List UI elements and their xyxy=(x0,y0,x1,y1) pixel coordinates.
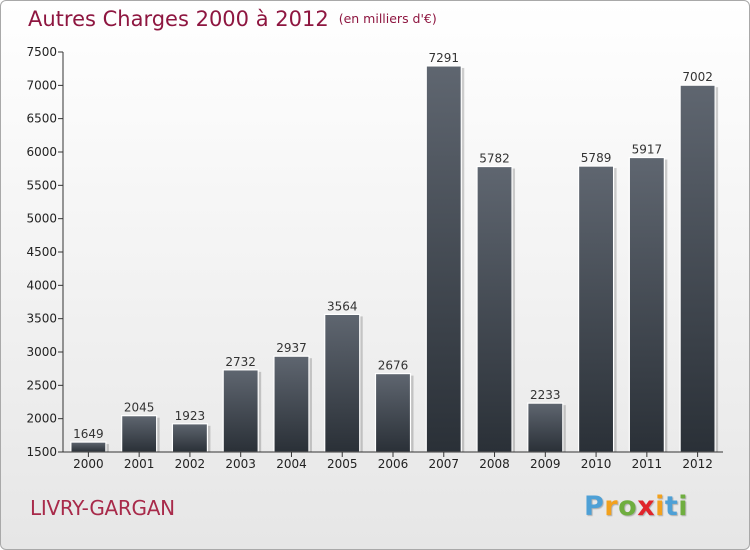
y-tick-label: 7000 xyxy=(26,78,57,92)
brand-logo-letter: x xyxy=(637,491,656,522)
chart-title-main: Autres Charges 2000 à 2012 xyxy=(28,7,329,31)
data-label: 1649 xyxy=(73,427,104,441)
chart-title: Autres Charges 2000 à 2012 (en milliers d… xyxy=(28,7,437,31)
x-tick-label: 2007 xyxy=(428,457,459,471)
brand-logo: Proxiti xyxy=(584,491,688,522)
x-tick-label: 2002 xyxy=(175,457,206,471)
bar-2012 xyxy=(679,84,716,453)
data-label: 2233 xyxy=(530,388,561,402)
data-label: 2045 xyxy=(124,401,155,415)
place-name: LIVRY-GARGAN xyxy=(30,496,175,520)
brand-logo-letter: r xyxy=(604,491,619,522)
brand-logo-letter: t xyxy=(664,491,679,522)
y-tick-label: 2000 xyxy=(26,412,57,426)
y-tick-label: 5500 xyxy=(26,178,57,192)
bar-2001 xyxy=(121,415,158,453)
data-label: 5782 xyxy=(479,152,510,166)
bar-2011 xyxy=(628,156,665,453)
bar-2006 xyxy=(374,373,412,453)
data-label: 2732 xyxy=(225,355,256,369)
y-tick-label: 4500 xyxy=(26,245,57,259)
data-label: 3564 xyxy=(327,299,358,313)
y-tick-label: 3500 xyxy=(26,312,57,326)
x-tick-label: 2008 xyxy=(479,457,510,471)
axes-layer xyxy=(58,51,723,457)
data-label: 5917 xyxy=(632,143,663,157)
bars-layer xyxy=(70,65,719,453)
y-tick-label: 3000 xyxy=(26,345,57,359)
brand-logo-letter: i xyxy=(678,491,689,522)
bar-2005 xyxy=(324,313,361,453)
x-tick-label: 2011 xyxy=(632,457,663,471)
labels-layer: 1500 2000 2500 3000 3500 4000 4500 5000 5500 6000… xyxy=(26,45,712,471)
data-label: 2937 xyxy=(276,341,307,355)
x-tick-label: 2003 xyxy=(225,457,256,471)
x-tick-label: 2004 xyxy=(276,457,307,471)
y-tick-label: 1500 xyxy=(26,445,57,459)
brand-logo-letter: o xyxy=(618,491,638,522)
x-tick-label: 2012 xyxy=(682,457,713,471)
y-tick-label: 7500 xyxy=(26,45,57,59)
chart-subtitle: (en milliers d'€) xyxy=(338,11,437,26)
y-tick-label: 6000 xyxy=(26,145,57,159)
x-tick-label: 2001 xyxy=(124,457,155,471)
x-tick-label: 2006 xyxy=(378,457,409,471)
data-label: 7002 xyxy=(682,70,713,84)
bar-2002 xyxy=(171,423,209,453)
y-tick-label: 2500 xyxy=(26,378,57,392)
bar-2010 xyxy=(577,165,615,453)
data-label: 1923 xyxy=(175,409,206,423)
brand-logo-letter: P xyxy=(584,491,605,522)
y-tick-label: 5000 xyxy=(26,212,57,226)
x-tick-label: 2009 xyxy=(530,457,561,471)
x-tick-label: 2000 xyxy=(73,457,104,471)
bar-2008 xyxy=(476,165,513,453)
y-tick-label: 6500 xyxy=(26,112,57,126)
bar-2003 xyxy=(222,369,259,453)
data-label: 2676 xyxy=(378,359,409,373)
data-label: 5789 xyxy=(581,151,612,165)
bar-2007 xyxy=(425,65,462,453)
data-label: 7291 xyxy=(428,51,459,65)
x-tick-label: 2005 xyxy=(327,457,358,471)
bar-2000 xyxy=(70,441,107,453)
bar-2009 xyxy=(527,402,564,453)
brand-logo-letter: i xyxy=(655,491,665,522)
x-tick-label: 2010 xyxy=(581,457,612,471)
bar-2004 xyxy=(273,355,310,453)
y-tick-label: 4000 xyxy=(26,278,57,292)
